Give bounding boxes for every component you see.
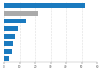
- Bar: [4, 49, 12, 54]
- Bar: [4, 34, 15, 39]
- Bar: [4, 3, 85, 8]
- Bar: [4, 41, 13, 46]
- Bar: [4, 56, 9, 61]
- Bar: [4, 19, 26, 23]
- Bar: [4, 26, 18, 31]
- Bar: [4, 11, 38, 16]
